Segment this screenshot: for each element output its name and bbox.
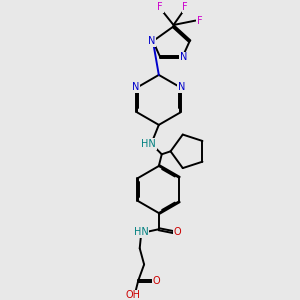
Text: OH: OH <box>125 290 140 300</box>
Text: O: O <box>173 227 181 237</box>
Text: N: N <box>132 82 140 92</box>
Text: F: F <box>182 2 188 12</box>
Text: F: F <box>197 16 203 26</box>
Text: O: O <box>153 276 160 286</box>
Text: N: N <box>178 82 186 92</box>
Text: HN: HN <box>141 139 156 149</box>
Text: N: N <box>148 36 155 46</box>
Text: HN: HN <box>134 227 148 237</box>
Text: F: F <box>158 2 163 12</box>
Text: N: N <box>180 52 188 62</box>
